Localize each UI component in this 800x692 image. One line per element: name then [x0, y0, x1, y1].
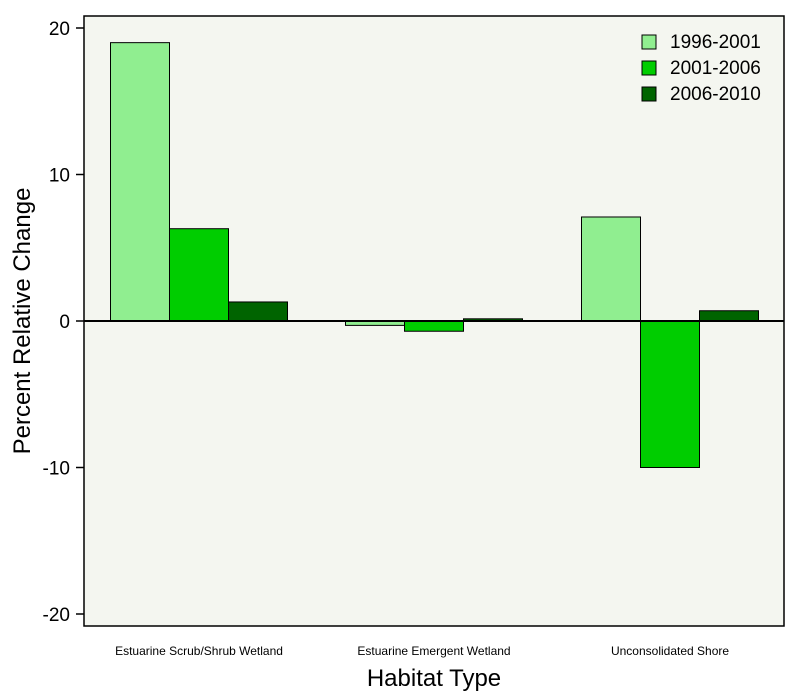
- y-tick-label: -20: [43, 605, 70, 626]
- bar-1996-2001-estuarine-scrub-shrub-wetland: [110, 42, 170, 322]
- y-axis: -20 -10 0 10 20: [43, 19, 84, 626]
- bar-1996-2001-unconsolidated-shore: [581, 216, 641, 322]
- y-tick-label: -10: [43, 459, 70, 480]
- legend-swatch: [641, 34, 657, 50]
- legend-label: 2006-2010: [670, 84, 761, 105]
- x-category-label: Estuarine Emergent Wetland: [357, 644, 510, 658]
- bar-2001-2006-unconsolidated-shore: [640, 320, 700, 468]
- legend: 1996-2001 2001-2006 2006-2010: [641, 32, 761, 105]
- x-axis-label: Habitat Type: [367, 665, 501, 692]
- x-axis: Estuarine Scrub/Shrub Wetland Estuarine E…: [115, 644, 729, 658]
- legend-label: 2001-2006: [670, 58, 761, 79]
- bar-2001-2006-estuarine-scrub-shrub-wetland: [169, 228, 229, 322]
- legend-swatch: [641, 86, 657, 102]
- legend-swatch: [641, 60, 657, 76]
- bars-group: [110, 42, 759, 468]
- bar-2006-2010-unconsolidated-shore: [699, 310, 759, 322]
- legend-label: 1996-2001: [670, 32, 761, 53]
- y-tick-label: 0: [59, 312, 70, 333]
- x-category-label: Unconsolidated Shore: [611, 644, 729, 658]
- y-axis-label: Percent Relative Change: [9, 188, 36, 455]
- y-tick-label: 20: [49, 19, 70, 40]
- bar-2006-2010-estuarine-scrub-shrub-wetland: [228, 301, 288, 322]
- bar-2001-2006-estuarine-emergent-wetland: [404, 320, 464, 332]
- x-category-label: Estuarine Scrub/Shrub Wetland: [115, 644, 283, 658]
- y-tick-label: 10: [49, 166, 70, 187]
